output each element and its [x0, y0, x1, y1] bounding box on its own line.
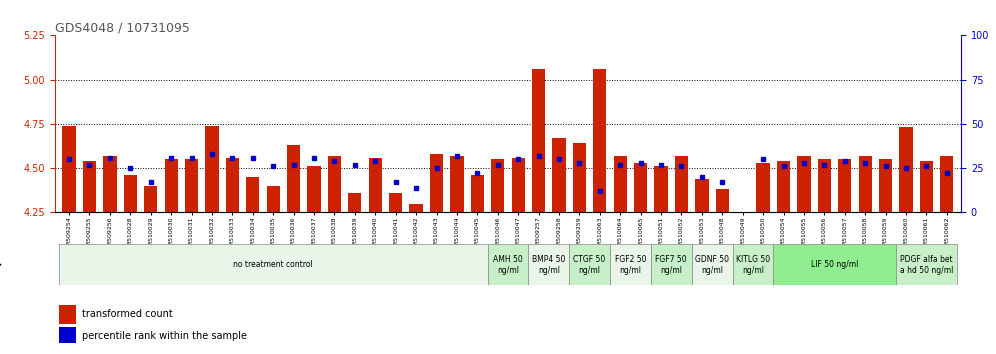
Text: FGF7 50
ng/ml: FGF7 50 ng/ml: [655, 255, 687, 275]
Bar: [450, 156, 463, 212]
Bar: [308, 166, 321, 212]
Bar: [471, 175, 484, 212]
Text: LIF 50 ng/ml: LIF 50 ng/ml: [811, 260, 859, 269]
Bar: [839, 159, 852, 212]
Bar: [634, 163, 647, 212]
Bar: [60, 327, 76, 343]
Bar: [63, 126, 76, 212]
Bar: [773, 244, 895, 285]
Bar: [532, 69, 545, 212]
Bar: [349, 193, 362, 212]
Bar: [879, 159, 892, 212]
Bar: [389, 193, 402, 212]
Bar: [430, 154, 443, 212]
Bar: [732, 244, 773, 285]
Bar: [940, 156, 953, 212]
Text: BMP4 50
ng/ml: BMP4 50 ng/ml: [532, 255, 566, 275]
Text: percentile rank within the sample: percentile rank within the sample: [82, 331, 247, 341]
Bar: [83, 161, 97, 212]
Text: CTGF 50
ng/ml: CTGF 50 ng/ml: [574, 255, 606, 275]
Text: GDNF 50
ng/ml: GDNF 50 ng/ml: [695, 255, 729, 275]
Bar: [104, 156, 117, 212]
Bar: [899, 127, 912, 212]
Bar: [654, 166, 667, 212]
Bar: [777, 161, 790, 212]
Bar: [716, 189, 729, 212]
Text: AMH 50
ng/ml: AMH 50 ng/ml: [493, 255, 523, 275]
Bar: [512, 158, 525, 212]
Text: no treatment control: no treatment control: [233, 260, 313, 269]
Bar: [144, 186, 157, 212]
Bar: [287, 145, 300, 212]
Bar: [185, 159, 198, 212]
Bar: [614, 156, 626, 212]
Bar: [164, 159, 177, 212]
Bar: [205, 126, 218, 212]
Bar: [369, 158, 381, 212]
Bar: [610, 244, 650, 285]
Bar: [59, 244, 488, 285]
Bar: [409, 204, 422, 212]
Text: KITLG 50
ng/ml: KITLG 50 ng/ml: [736, 255, 770, 275]
Bar: [895, 244, 957, 285]
Bar: [267, 186, 280, 212]
Bar: [650, 244, 691, 285]
Bar: [859, 156, 872, 212]
Bar: [226, 158, 239, 212]
Bar: [246, 177, 259, 212]
Bar: [328, 156, 341, 212]
Bar: [675, 156, 688, 212]
Bar: [736, 212, 749, 221]
Bar: [488, 244, 528, 285]
Bar: [594, 69, 607, 212]
Bar: [528, 244, 569, 285]
Bar: [553, 138, 566, 212]
Bar: [818, 159, 831, 212]
Bar: [691, 244, 732, 285]
Bar: [124, 175, 136, 212]
Bar: [569, 244, 610, 285]
Bar: [695, 179, 708, 212]
Text: PDGF alfa bet
a hd 50 ng/ml: PDGF alfa bet a hd 50 ng/ml: [899, 255, 953, 275]
Bar: [798, 156, 811, 212]
Bar: [491, 159, 504, 212]
Bar: [757, 163, 770, 212]
Bar: [573, 143, 586, 212]
Bar: [919, 161, 933, 212]
Bar: [60, 305, 76, 324]
Text: GDS4048 / 10731095: GDS4048 / 10731095: [55, 21, 189, 34]
Text: transformed count: transformed count: [82, 309, 172, 320]
Text: FGF2 50
ng/ml: FGF2 50 ng/ml: [615, 255, 646, 275]
